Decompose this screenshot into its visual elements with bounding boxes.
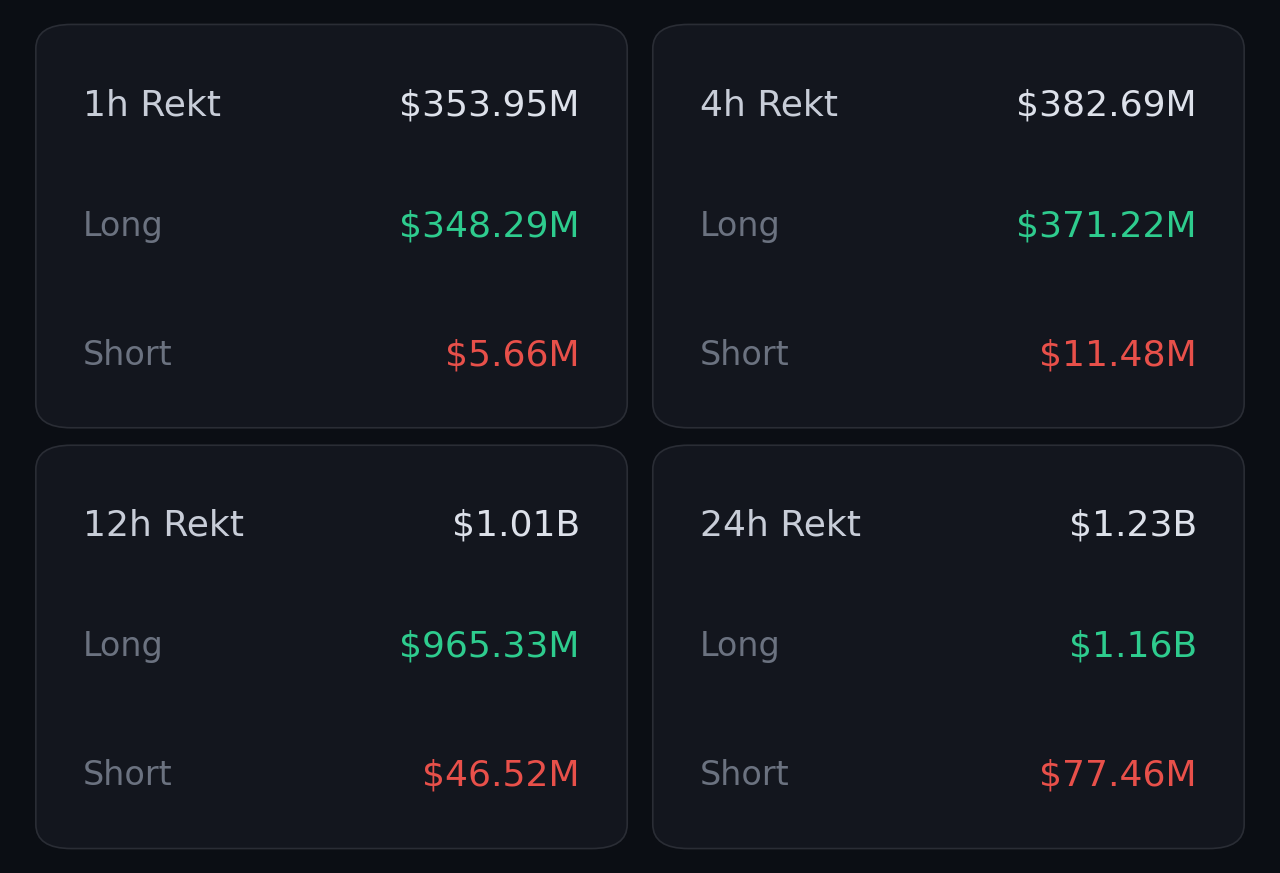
Text: Short: Short (700, 760, 790, 793)
Text: Short: Short (83, 339, 173, 372)
Text: $1.16B: $1.16B (1069, 630, 1197, 663)
FancyBboxPatch shape (653, 24, 1244, 428)
Text: $382.69M: $382.69M (1016, 88, 1197, 122)
Text: $965.33M: $965.33M (399, 630, 580, 663)
Text: $1.23B: $1.23B (1069, 509, 1197, 543)
FancyBboxPatch shape (36, 445, 627, 849)
Text: $371.22M: $371.22M (1016, 210, 1197, 243)
Text: 1h Rekt: 1h Rekt (83, 88, 221, 122)
Text: $77.46M: $77.46M (1039, 759, 1197, 793)
FancyBboxPatch shape (653, 445, 1244, 849)
Text: $5.66M: $5.66M (445, 338, 580, 372)
Text: Long: Long (83, 210, 164, 243)
Text: Long: Long (700, 210, 781, 243)
Text: Long: Long (700, 630, 781, 663)
Text: Short: Short (700, 339, 790, 372)
Text: $353.95M: $353.95M (399, 88, 580, 122)
Text: 24h Rekt: 24h Rekt (700, 509, 861, 543)
Text: 12h Rekt: 12h Rekt (83, 509, 244, 543)
FancyBboxPatch shape (36, 24, 627, 428)
Text: 4h Rekt: 4h Rekt (700, 88, 838, 122)
Text: $348.29M: $348.29M (399, 210, 580, 243)
Text: $11.48M: $11.48M (1039, 338, 1197, 372)
Text: $46.52M: $46.52M (422, 759, 580, 793)
Text: Short: Short (83, 760, 173, 793)
Text: Long: Long (83, 630, 164, 663)
Text: $1.01B: $1.01B (452, 509, 580, 543)
